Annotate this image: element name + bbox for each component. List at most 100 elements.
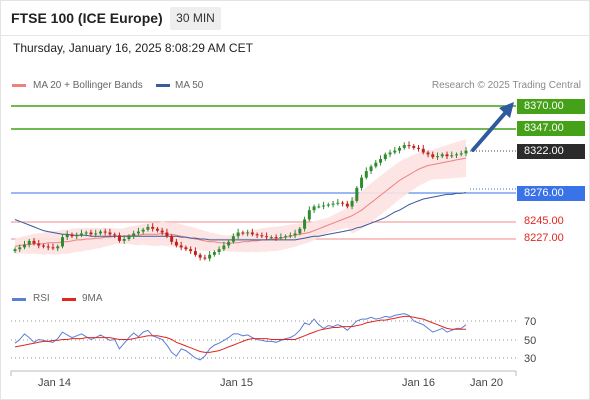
- candle: [65, 230, 69, 240]
- candle-body: [360, 177, 364, 188]
- candle: [103, 228, 107, 236]
- candle: [260, 232, 264, 239]
- candle-body: [217, 249, 221, 253]
- forecast-arrow: [471, 102, 514, 152]
- candle-body: [260, 235, 264, 237]
- candle: [331, 200, 335, 208]
- candle: [41, 243, 45, 249]
- candle: [32, 238, 36, 246]
- candle: [355, 185, 359, 203]
- rsi-tick-30: 30: [524, 353, 536, 365]
- candle-body: [303, 219, 307, 229]
- candle: [379, 155, 383, 166]
- candle-body: [388, 152, 392, 155]
- candle-body: [46, 246, 50, 248]
- candlesticks: [13, 141, 468, 262]
- s1-label: 8276.00: [517, 186, 585, 201]
- candle: [127, 234, 131, 241]
- candle: [79, 229, 83, 238]
- candle: [421, 145, 425, 155]
- candle: [250, 228, 254, 237]
- candle-body: [274, 237, 278, 239]
- candle-body: [421, 148, 425, 153]
- candle: [303, 216, 307, 232]
- candle: [255, 232, 259, 239]
- r1-label: 8347.00: [517, 121, 585, 136]
- candle: [274, 234, 278, 241]
- rsi-legend-swatch: [12, 298, 26, 301]
- candle-body: [79, 233, 83, 236]
- candle: [94, 229, 98, 238]
- candle: [288, 232, 292, 239]
- candle-body: [241, 232, 245, 234]
- x-tick-jan15: Jan 15: [220, 377, 253, 389]
- candle: [98, 229, 102, 236]
- candle: [336, 199, 340, 206]
- candle-body: [41, 245, 45, 247]
- candle: [132, 230, 136, 239]
- candle-body: [246, 232, 250, 234]
- candle-body: [155, 228, 159, 231]
- candle: [431, 151, 435, 160]
- x-tick-jan14: Jan 14: [38, 377, 71, 389]
- candle-body: [70, 234, 74, 237]
- candle-body: [345, 203, 349, 207]
- candle-body: [132, 233, 136, 237]
- candle: [279, 233, 283, 240]
- candle-body: [203, 257, 207, 259]
- s3-label: 8227.00: [524, 232, 564, 244]
- candle-body: [440, 154, 444, 157]
- candle: [155, 226, 159, 233]
- candle-body: [265, 236, 269, 238]
- candle: [298, 226, 302, 236]
- candle: [89, 229, 93, 237]
- candle: [369, 164, 373, 174]
- candle: [398, 145, 402, 154]
- rsi-ma-line: [14, 315, 466, 353]
- rsi-line: [14, 313, 467, 361]
- ma20-line: [14, 157, 467, 247]
- attribution: Research © 2025 Trading Central: [431, 80, 581, 91]
- candle-body: [22, 244, 26, 248]
- candle-body: [212, 252, 216, 255]
- candle-body: [193, 251, 197, 255]
- candle-body: [255, 234, 259, 236]
- candle-body: [364, 171, 368, 178]
- candle: [341, 200, 345, 207]
- candle-body: [450, 155, 454, 157]
- candle-body: [170, 236, 174, 242]
- timeframe-badge[interactable]: 30 MIN: [170, 7, 221, 30]
- rsi-ma-legend-swatch: [62, 298, 76, 301]
- candle: [246, 229, 250, 237]
- candle-body: [146, 226, 150, 230]
- candle: [203, 254, 207, 261]
- candle-body: [331, 203, 335, 205]
- candle: [170, 234, 174, 245]
- candle: [383, 152, 387, 161]
- candle: [284, 234, 288, 240]
- candle: [70, 232, 74, 239]
- pivot-label: 8322.00: [517, 144, 585, 159]
- candle: [317, 203, 321, 209]
- candle: [445, 151, 449, 160]
- candle: [27, 239, 31, 248]
- candle-body: [184, 247, 188, 250]
- candle-body: [379, 159, 383, 163]
- candle-body: [208, 254, 212, 259]
- candle-body: [179, 245, 183, 248]
- candle: [450, 151, 454, 159]
- candle: [75, 232, 79, 239]
- candle: [184, 245, 188, 252]
- candle: [322, 201, 326, 210]
- candle: [113, 232, 117, 239]
- candle-body: [103, 231, 107, 233]
- candle-body: [51, 247, 55, 249]
- candle: [179, 241, 183, 251]
- candle: [174, 239, 178, 248]
- candle-body: [298, 228, 302, 234]
- candle-body: [250, 232, 254, 235]
- candle: [345, 200, 349, 209]
- candle: [146, 224, 150, 232]
- candle-body: [426, 152, 430, 155]
- candle: [326, 202, 330, 208]
